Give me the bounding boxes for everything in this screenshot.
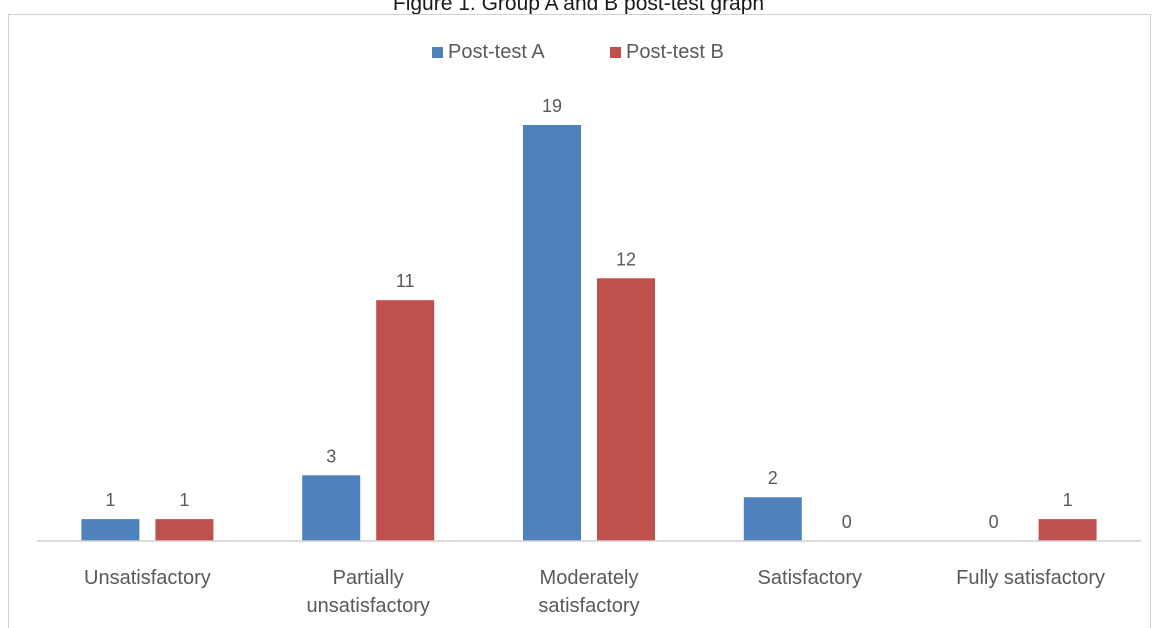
- x-tick-label-line: Partially: [333, 567, 404, 589]
- x-tick-label-0: Unsatisfactory: [84, 567, 211, 589]
- data-label-b-2: 12: [616, 249, 636, 269]
- x-tick-label-line: Unsatisfactory: [84, 567, 211, 589]
- bar-b-4: [1038, 519, 1097, 541]
- legend-label-b: Post-test B: [626, 41, 724, 63]
- bar-a-1: [302, 475, 361, 541]
- x-axis-labels-group: Unsatisfactory Partially unsatisfactory Mod…: [84, 567, 1105, 617]
- x-tick-label-line: satisfactory: [538, 595, 639, 617]
- data-label-a-0: 1: [105, 490, 115, 510]
- data-label-b-4: 1: [1063, 490, 1073, 510]
- figure-caption: Figure 1. Group A and B post-test graph: [392, 0, 765, 14]
- bars-group: [81, 125, 1097, 541]
- legend-label-a: Post-test A: [448, 41, 545, 63]
- bar-a-2: [523, 125, 581, 541]
- bar-b-1: [376, 300, 435, 541]
- x-tick-label-4: Fully satisfactory: [956, 567, 1105, 589]
- bar-b-0: [155, 519, 214, 541]
- x-tick-label-1: Partially unsatisfactory: [307, 567, 430, 617]
- chart-frame: [8, 14, 1151, 628]
- x-tick-label-line: Fully satisfactory: [956, 567, 1105, 589]
- data-label-b-1: 11: [396, 271, 415, 291]
- x-tick-label-line: Moderately: [540, 567, 639, 589]
- data-label-a-3: 2: [768, 468, 778, 488]
- x-tick-label-line: unsatisfactory: [307, 595, 430, 617]
- data-label-b-3: 0: [842, 512, 852, 532]
- chart-legend: Post-test A Post-test B: [432, 41, 724, 63]
- legend-swatch-b: [610, 47, 621, 58]
- data-label-b-0: 1: [179, 490, 189, 510]
- bar-b-2: [597, 278, 655, 541]
- x-tick-label-2: Moderately satisfactory: [538, 567, 639, 617]
- data-label-a-1: 3: [326, 446, 336, 466]
- bar-a-0: [81, 519, 140, 541]
- data-label-a-2: 19: [542, 96, 562, 116]
- x-tick-label-line: Satisfactory: [758, 567, 862, 589]
- bar-a-3: [743, 497, 802, 541]
- data-label-a-4: 0: [989, 512, 999, 532]
- x-tick-label-3: Satisfactory: [758, 567, 862, 589]
- legend-swatch-a: [432, 47, 443, 58]
